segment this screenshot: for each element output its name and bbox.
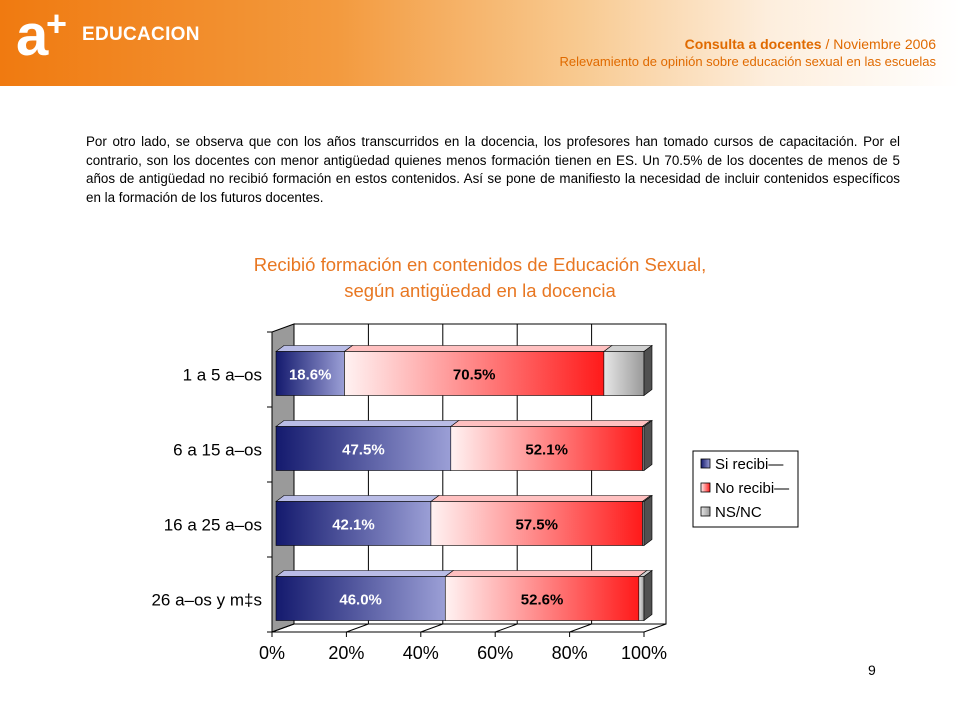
bar-segment bbox=[638, 576, 645, 621]
bar-segment bbox=[450, 426, 643, 471]
header-banner: a + EDUCACION Consulta a docentes / Novi… bbox=[0, 0, 960, 86]
chart-title-line-2: según antigüedad en la docencia bbox=[344, 280, 616, 301]
x-tick-label: 100% bbox=[621, 643, 667, 663]
category-label: 26 a–os y m‡s bbox=[151, 591, 262, 610]
legend-label: NS/NC bbox=[715, 504, 762, 521]
category-label: 1 a 5 a–os bbox=[183, 366, 262, 385]
header-titles: Consulta a docentes / Noviembre 2006 Rel… bbox=[559, 36, 936, 69]
legend-swatch bbox=[700, 506, 711, 517]
bar-top-face bbox=[343, 345, 613, 352]
bar-side-face bbox=[643, 494, 653, 547]
gridline-floor bbox=[346, 623, 369, 633]
bar-side-face bbox=[643, 569, 653, 622]
bar-segment bbox=[275, 426, 452, 471]
x-tick-label: 80% bbox=[552, 643, 588, 663]
bar-top-face bbox=[275, 420, 460, 427]
logo-letter: a bbox=[16, 3, 49, 68]
bar-segment bbox=[444, 576, 640, 621]
data-label: 47.5% bbox=[342, 442, 385, 459]
chart-title-line-1: Recibió formación en contenidos de Educa… bbox=[253, 254, 707, 275]
legend-swatch bbox=[700, 458, 711, 469]
legend-swatch bbox=[700, 482, 711, 493]
bar-top-face bbox=[275, 345, 354, 352]
x-tick-label: 40% bbox=[403, 643, 439, 663]
gridline-floor bbox=[643, 623, 667, 633]
bar-side-face bbox=[643, 419, 653, 472]
data-label: 46.0% bbox=[339, 592, 382, 609]
bar-segment bbox=[275, 351, 345, 396]
logo-word: EDUCACION bbox=[82, 24, 200, 45]
legend-label: Si recibi— bbox=[715, 456, 783, 473]
gridline-floor bbox=[271, 623, 295, 633]
x-tick-label: 0% bbox=[259, 643, 285, 663]
header-title-bold: Consulta a docentes bbox=[684, 36, 822, 52]
bar-top-face bbox=[430, 495, 652, 502]
page-number: 9 bbox=[868, 662, 876, 678]
header-subtitle: Relevamiento de opinión sobre educación … bbox=[559, 54, 936, 69]
chart-title: Recibió formación en contenidos de Educa… bbox=[160, 252, 800, 304]
x-tick-label: 60% bbox=[477, 643, 513, 663]
gridline-floor bbox=[569, 623, 592, 633]
gridline-floor bbox=[420, 623, 443, 633]
data-label: 52.6% bbox=[521, 592, 564, 609]
data-label: 52.1% bbox=[525, 442, 568, 459]
bar-segment bbox=[430, 501, 643, 546]
body-paragraph: Por otro lado, se observa que con los añ… bbox=[86, 134, 900, 205]
legend-label: No recibi— bbox=[715, 480, 789, 497]
gridline-floor bbox=[495, 623, 518, 633]
bar-top-face bbox=[275, 495, 440, 502]
data-label: 18.6% bbox=[289, 367, 332, 384]
category-label: 6 a 15 a–os bbox=[173, 441, 262, 460]
bar-segment bbox=[275, 576, 446, 621]
x-tick-label: 20% bbox=[328, 643, 364, 663]
category-label: 16 a 25 a–os bbox=[164, 516, 262, 535]
header-title-date: / Noviembre 2006 bbox=[821, 36, 936, 52]
bar-segment bbox=[275, 501, 432, 546]
bar-top-face bbox=[275, 570, 455, 577]
data-label: 42.1% bbox=[332, 517, 375, 534]
logo-plus: + bbox=[46, 3, 68, 44]
bar-segment bbox=[344, 351, 605, 396]
bar-top-face bbox=[449, 420, 652, 427]
bar-segment bbox=[603, 351, 645, 396]
bar-top-face bbox=[444, 570, 648, 577]
bar-side-face bbox=[643, 344, 653, 397]
data-label: 70.5% bbox=[453, 367, 496, 384]
header-title: Consulta a docentes / Noviembre 2006 bbox=[559, 36, 936, 52]
data-label: 57.5% bbox=[515, 517, 558, 534]
legend-box bbox=[692, 450, 799, 528]
